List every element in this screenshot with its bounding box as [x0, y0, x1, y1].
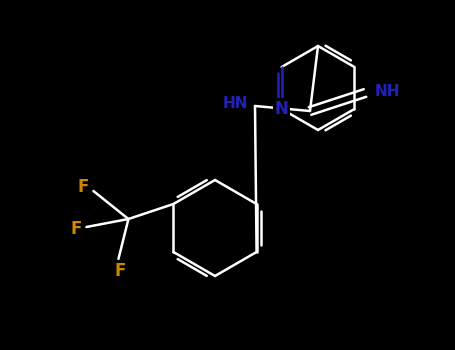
- Text: F: F: [71, 220, 82, 238]
- Text: NH: NH: [374, 84, 400, 98]
- Text: HN: HN: [222, 97, 248, 112]
- Text: F: F: [115, 262, 126, 280]
- Text: N: N: [275, 100, 288, 118]
- Text: F: F: [78, 178, 89, 196]
